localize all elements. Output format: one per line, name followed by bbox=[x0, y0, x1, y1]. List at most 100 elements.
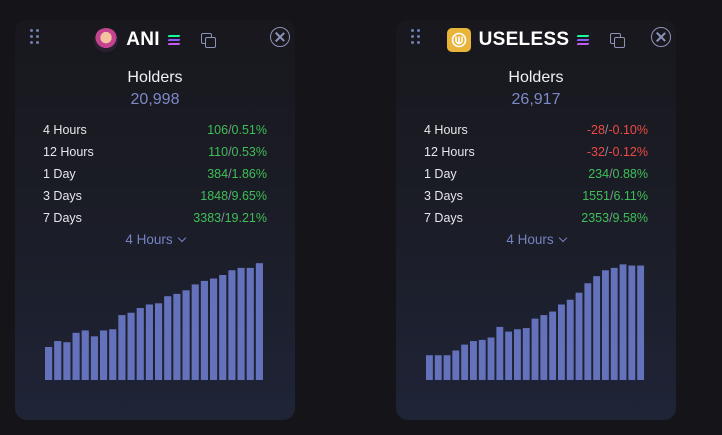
chart-bar bbox=[593, 276, 601, 380]
interval-dropdown[interactable]: 4 Hours bbox=[15, 232, 295, 247]
chart-bar bbox=[461, 344, 469, 380]
ani-token-logo-icon bbox=[94, 28, 119, 52]
stat-label: 12 Hours bbox=[424, 145, 475, 159]
stat-label: 4 Hours bbox=[43, 123, 87, 137]
stat-value: -28/-0.10% bbox=[587, 121, 648, 143]
stat-row-1d: 1 Day 234/0.88% bbox=[424, 165, 648, 187]
stat-separator: / bbox=[604, 145, 609, 159]
token-card-ani: ANI Holders 20,998 4 Hours 106/0.51% 12 … bbox=[15, 20, 295, 420]
chevron-down-icon bbox=[558, 233, 567, 243]
stat-value: 1848/9.65% bbox=[200, 187, 267, 209]
stat-row-7d: 7 Days 3383/19.21% bbox=[43, 209, 267, 231]
stat-percent: 0.53% bbox=[231, 145, 267, 159]
token-name: ANI bbox=[126, 29, 160, 50]
chart-bar bbox=[566, 299, 574, 380]
chart-bar bbox=[619, 264, 627, 380]
chart-bar bbox=[487, 337, 495, 380]
token-name: USELESS bbox=[478, 29, 570, 50]
stat-percent: 6.11% bbox=[613, 189, 648, 203]
chart-bar bbox=[191, 284, 199, 380]
chart-bar bbox=[255, 263, 263, 380]
stat-row-12h: 12 Hours 110/0.53% bbox=[43, 143, 267, 165]
chart-bar bbox=[637, 265, 645, 380]
chart-bar bbox=[478, 339, 486, 380]
stat-separator: / bbox=[228, 189, 232, 203]
stat-label: 3 Days bbox=[424, 189, 463, 203]
copy-address-icon[interactable] bbox=[609, 32, 626, 48]
copy-address-icon[interactable] bbox=[200, 32, 216, 48]
chart-bar bbox=[100, 330, 108, 380]
chart-bar bbox=[237, 267, 245, 380]
chart-bar bbox=[182, 290, 190, 380]
chart-bar bbox=[246, 267, 254, 380]
stat-change: 234 bbox=[588, 167, 610, 181]
interval-dropdown[interactable]: 4 Hours bbox=[396, 232, 676, 247]
chart-bar bbox=[164, 296, 172, 380]
chart-bar bbox=[90, 336, 98, 380]
stat-percent: 0.88% bbox=[612, 167, 648, 181]
stat-row-4h: 4 Hours 106/0.51% bbox=[43, 121, 267, 143]
holder-change-stats: 4 Hours 106/0.51% 12 Hours 110/0.53% 1 D… bbox=[43, 121, 267, 231]
chart-bar bbox=[81, 330, 89, 380]
stat-row-7d: 7 Days 2353/9.58% bbox=[424, 209, 648, 231]
stat-change: 1848 bbox=[200, 189, 229, 203]
card-header: USELESS bbox=[396, 27, 676, 53]
stat-row-4h: 4 Hours -28/-0.10% bbox=[424, 121, 648, 143]
chart-bar bbox=[155, 303, 163, 380]
stat-row-3d: 3 Days 1551/6.11% bbox=[424, 187, 648, 209]
chart-bar bbox=[549, 311, 557, 380]
stat-change: 3383 bbox=[193, 211, 222, 225]
chevron-down-icon bbox=[177, 233, 186, 243]
chart-bar bbox=[200, 280, 208, 380]
chart-bar bbox=[602, 270, 609, 380]
chart-bar bbox=[628, 265, 636, 380]
stat-separator: / bbox=[610, 189, 614, 203]
stat-percent: 0.51% bbox=[231, 123, 267, 137]
chart-bar bbox=[470, 341, 477, 380]
chart-bar bbox=[575, 292, 583, 380]
stat-change: 1551 bbox=[582, 189, 610, 203]
stat-separator: / bbox=[609, 211, 613, 225]
stat-change: 106 bbox=[207, 123, 229, 137]
close-icon[interactable] bbox=[651, 27, 671, 47]
stat-change: 2353 bbox=[581, 211, 610, 225]
chart-bar bbox=[522, 328, 530, 380]
chart-bar bbox=[531, 318, 539, 380]
holders-bar-chart bbox=[426, 264, 645, 380]
stat-separator: / bbox=[228, 167, 232, 181]
stat-separator: / bbox=[604, 123, 609, 137]
chart-bar bbox=[173, 293, 181, 380]
drag-handle-icon[interactable] bbox=[30, 29, 40, 45]
stat-percent: 9.58% bbox=[612, 211, 648, 225]
chart-bar bbox=[443, 355, 451, 380]
holders-value: 26,917 bbox=[511, 91, 561, 108]
stat-percent: 1.86% bbox=[231, 167, 267, 181]
stat-value: 106/0.51% bbox=[207, 121, 267, 143]
chart-bar bbox=[127, 312, 135, 380]
stat-change: 110 bbox=[208, 145, 229, 159]
stat-value: 384/1.86% bbox=[207, 165, 267, 187]
stat-separator: / bbox=[228, 145, 232, 159]
stat-value: 2353/9.58% bbox=[581, 209, 648, 231]
stat-separator: / bbox=[228, 123, 232, 137]
stat-percent: 9.65% bbox=[231, 189, 267, 203]
chart-bar bbox=[54, 341, 62, 380]
solana-icon bbox=[576, 35, 590, 45]
solana-icon bbox=[167, 35, 181, 45]
token-card-useless: USELESS Holders 26,917 4 Hours -28/-0.10… bbox=[396, 20, 676, 420]
chart-bar bbox=[540, 315, 548, 380]
drag-handle-icon[interactable] bbox=[411, 29, 421, 45]
stat-row-1d: 1 Day 384/1.86% bbox=[43, 165, 267, 187]
chart-bar bbox=[118, 315, 126, 380]
close-icon[interactable] bbox=[270, 27, 290, 47]
chart-bar bbox=[219, 274, 227, 380]
chart-bar bbox=[210, 278, 218, 380]
stat-value: 1551/6.11% bbox=[582, 187, 648, 209]
chart-bar bbox=[558, 304, 565, 380]
stat-percent: 19.21% bbox=[224, 211, 267, 225]
interval-value: 4 Hours bbox=[125, 232, 173, 247]
chart-bar bbox=[63, 342, 71, 380]
chart-bar bbox=[145, 304, 153, 380]
stat-separator: / bbox=[609, 167, 613, 181]
stat-value: 3383/19.21% bbox=[193, 209, 267, 231]
